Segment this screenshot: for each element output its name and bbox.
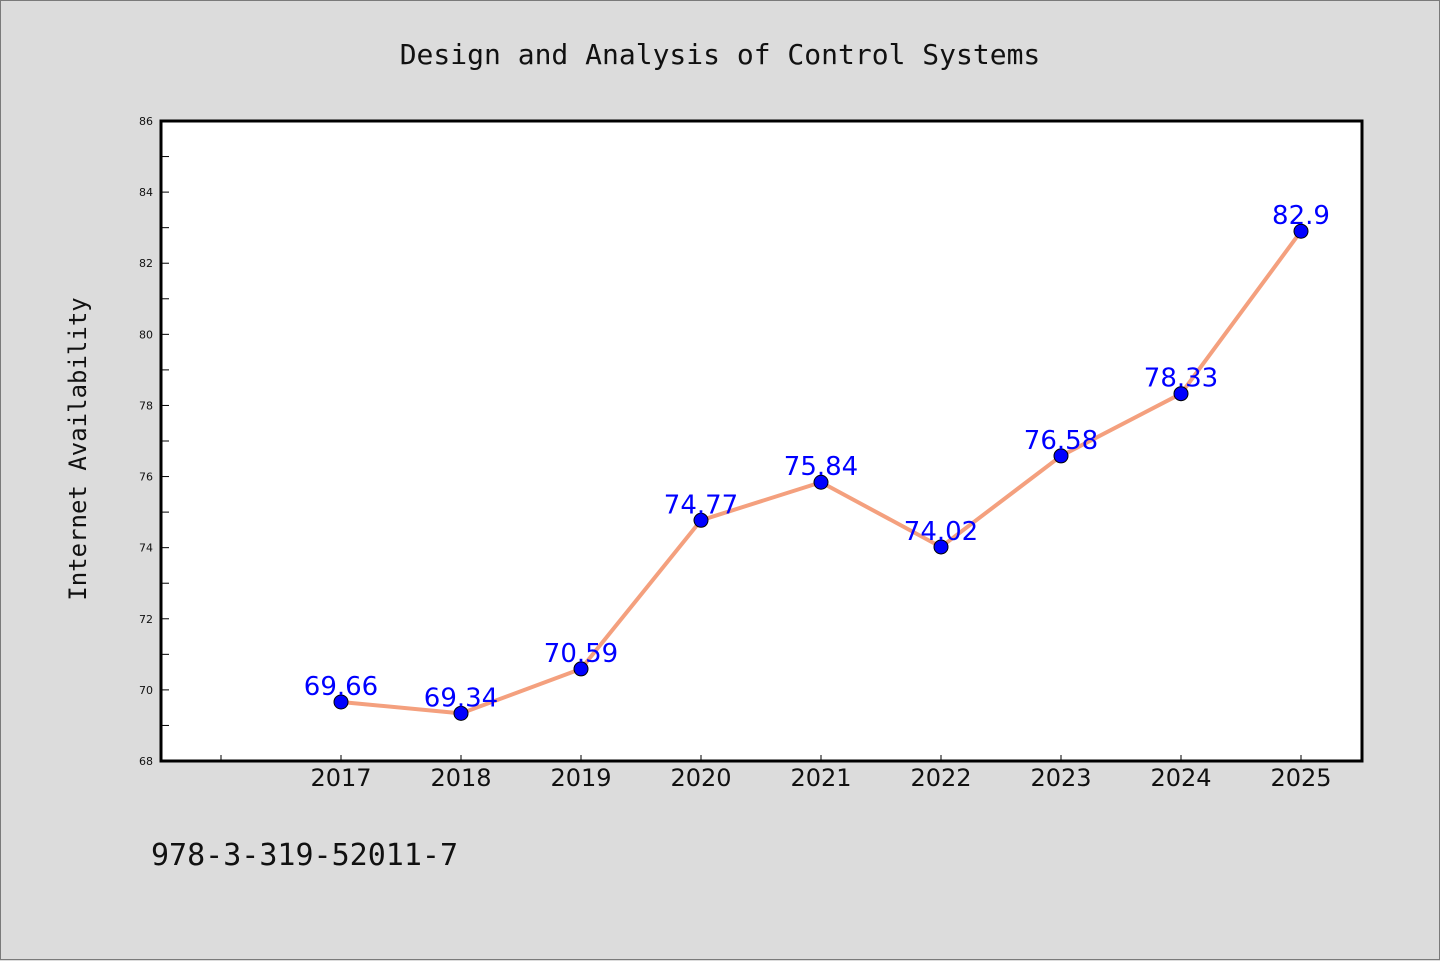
- x-tick-label: 2019: [550, 764, 611, 792]
- data-label: 74.77: [664, 490, 738, 520]
- x-tick-label: 2018: [430, 764, 491, 792]
- data-label: 69.66: [304, 672, 378, 702]
- y-tick-label: 86: [139, 115, 153, 128]
- data-point: [1053, 448, 1069, 464]
- data-point: [573, 661, 589, 677]
- data-point: [453, 705, 469, 721]
- series-layer: 69.66 69.34 70.59 74.77 75.84 74.02 76.58 78.33…: [304, 201, 1330, 721]
- y-tick-label: 72: [139, 613, 153, 626]
- data-label: 78.33: [1144, 364, 1218, 394]
- y-tick-label: 70: [139, 684, 153, 697]
- data-label: 70.59: [544, 639, 618, 669]
- y-tick-label: 76: [139, 471, 153, 484]
- data-label: 69.34: [424, 683, 498, 713]
- x-tick-label: 2021: [790, 764, 851, 792]
- x-tick-label: 2020: [670, 764, 731, 792]
- data-label: 74.02: [904, 517, 978, 547]
- y-tick-label: 84: [139, 186, 153, 199]
- y-tick-label: 74: [139, 542, 153, 555]
- y-tick-label: 82: [139, 257, 153, 270]
- data-point: [1173, 386, 1189, 402]
- data-point: [693, 512, 709, 528]
- x-axis-ticks: 2017 2018 2019 2020 2021 2022 2023 2024 2025: [220, 755, 1332, 792]
- y-tick-label: 78: [139, 399, 153, 412]
- x-tick-label: 2024: [1150, 764, 1211, 792]
- y-tick-label: 68: [139, 755, 153, 768]
- y-axis-label: Internet Availability: [64, 297, 92, 600]
- footnote-isbn: 978-3-319-52011-7: [151, 838, 458, 873]
- x-tick-label: 2025: [1270, 764, 1331, 792]
- data-label: 82.9: [1272, 201, 1330, 231]
- data-label: 76.58: [1024, 426, 1098, 456]
- x-tick-label: 2022: [910, 764, 971, 792]
- data-point: [1293, 223, 1309, 239]
- y-axis-ticks: 68 70 72 74 76 78 80 82 84 86: [139, 115, 169, 768]
- data-label: 75.84: [784, 452, 858, 482]
- plot-area: [159, 119, 1364, 763]
- data-point: [933, 539, 949, 555]
- x-tick-label: 2023: [1030, 764, 1091, 792]
- data-point: [813, 474, 829, 490]
- x-tick-label: 2017: [310, 764, 371, 792]
- data-point: [333, 694, 349, 710]
- chart-title: Design and Analysis of Control Systems: [400, 38, 1041, 71]
- y-tick-label: 80: [139, 328, 153, 341]
